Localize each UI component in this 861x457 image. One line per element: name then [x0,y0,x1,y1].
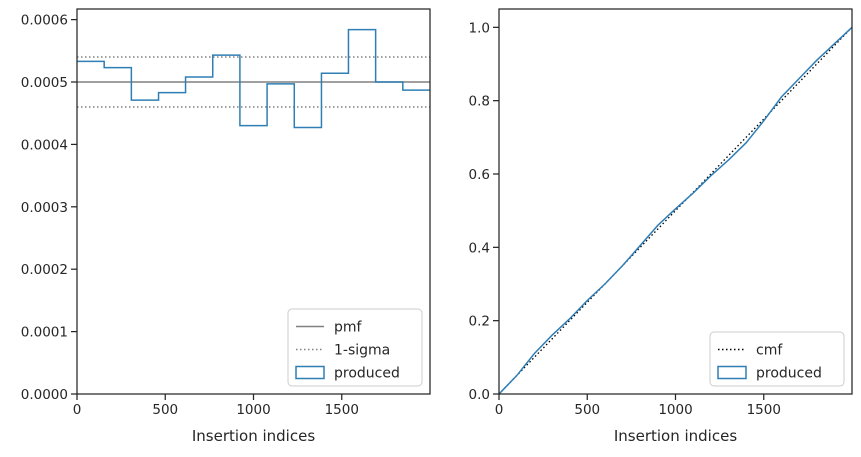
y-tick-label: 0.0005 [21,75,68,91]
x-tick-label: 0 [495,402,504,418]
x-tick-label: 500 [152,402,178,418]
chart-panel-2: 0 500 1000 1500 0.0 0.2 0.4 0.6 0.8 1.0 Insertion … [469,8,853,445]
plot-area [77,28,430,129]
y-tick-label: 0.0002 [21,262,68,278]
y-tick-label: 0.2 [469,314,490,330]
chart-panel-1: 0 500 1000 1500 0.0000 0.0001 0.0002 0.0003 0.00… [21,8,431,445]
produced-line [499,26,852,394]
legend-swatch-produced [295,365,325,380]
y-tick-label: 0.0004 [21,137,68,153]
legend-label-pmf: pmf [334,320,363,336]
legend-swatch-produced [717,365,747,380]
cmf-line [499,26,852,394]
y-tick-label: 0.0001 [21,325,68,341]
y-tick-label: 0.0003 [21,200,68,216]
produced-step-line [77,28,430,129]
x-axis-label: Insertion indices [192,427,315,445]
legend-box [709,331,845,387]
legend-label-cmf: cmf [756,343,783,359]
y-tick-label: 0.8 [469,94,490,110]
y-tick-label: 0.0 [469,387,490,403]
legend-label-produced: produced [756,366,822,382]
x-tick-label: 1500 [747,402,781,418]
x-tick-label: 0 [73,402,82,418]
y-tick-label: 0.6 [469,167,490,183]
y-tick-label: 0.0006 [21,13,68,29]
legend-label-1-sigma: 1-sigma [334,343,390,359]
plot-area [499,26,852,394]
y-tick-label: 1.0 [469,20,490,36]
y-tick-label: 0.0000 [21,387,68,403]
x-tick-label: 1000 [658,402,692,418]
x-tick-label: 500 [574,402,600,418]
x-tick-label: 1500 [325,402,359,418]
legend-label-produced: produced [334,366,400,382]
x-axis-label: Insertion indices [614,427,737,445]
y-tick-label: 0.4 [469,240,490,256]
x-tick-label: 1000 [236,402,270,418]
